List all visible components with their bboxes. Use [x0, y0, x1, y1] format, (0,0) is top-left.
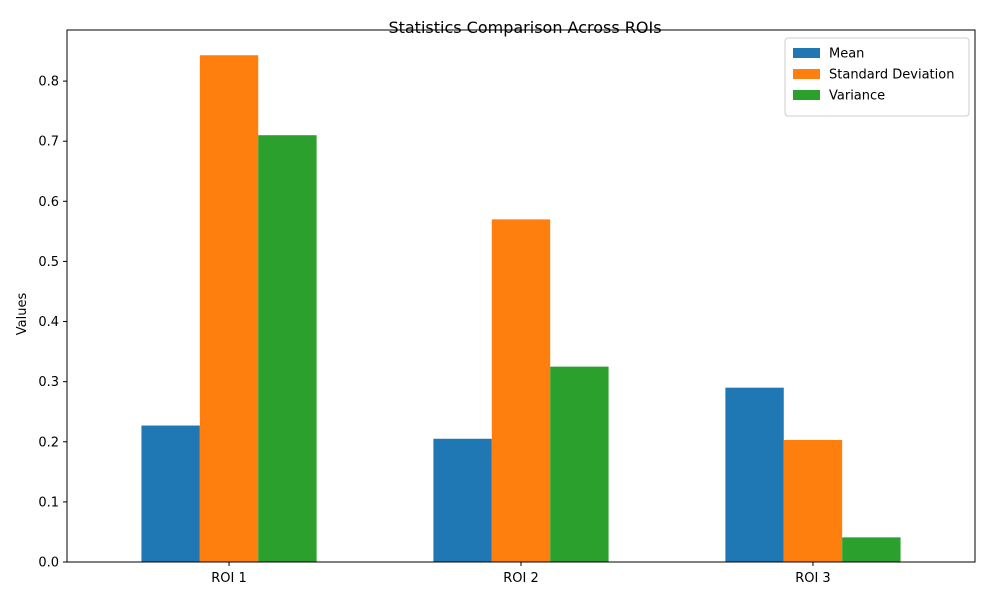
legend-swatch — [793, 48, 820, 58]
y-tick-label: 0.4 — [38, 315, 59, 330]
legend-swatch — [793, 90, 820, 100]
legend: Mean Standard Deviation Variance — [784, 37, 970, 117]
x-tick-label: ROI 3 — [795, 571, 831, 586]
y-tick-label: 0.6 — [38, 195, 59, 210]
x-tick-label: ROI 1 — [211, 571, 247, 586]
bar-standard-deviation-2 — [491, 219, 551, 562]
legend-label: Mean — [829, 47, 864, 62]
legend-box — [784, 37, 970, 117]
y-axis-label: Values — [15, 293, 30, 336]
legend-label: Standard Deviation — [829, 68, 954, 83]
bar-mean-3 — [725, 387, 784, 562]
plot-area: 0.0 0.1 0.2 0.3 0.4 0.5 0.6 0.7 0.8 ROI 1 ROI 2 ROI… — [38, 29, 976, 586]
y-tick-label: 0.0 — [38, 556, 59, 571]
y-tick-label: 0.2 — [38, 435, 59, 450]
bar-mean-2 — [433, 438, 492, 562]
y-tick-label: 0.8 — [38, 75, 59, 90]
bar-variance-2 — [550, 366, 609, 562]
y-tick-label: 0.7 — [38, 135, 59, 150]
y-tick-label: 0.1 — [38, 495, 59, 510]
bar-variance-1 — [258, 135, 317, 562]
y-tick-label: 0.5 — [38, 255, 59, 270]
bar-standard-deviation-1 — [199, 55, 259, 562]
chart-title: Statistics Comparison Across ROIs — [388, 18, 661, 37]
bar-variance-3 — [842, 537, 901, 562]
bar-standard-deviation-3 — [783, 439, 843, 562]
bar-mean-1 — [141, 425, 200, 562]
x-tick-label: ROI 2 — [503, 571, 539, 586]
legend-label: Variance — [829, 89, 885, 104]
legend-swatch — [793, 69, 820, 79]
y-tick-label: 0.3 — [38, 375, 59, 390]
